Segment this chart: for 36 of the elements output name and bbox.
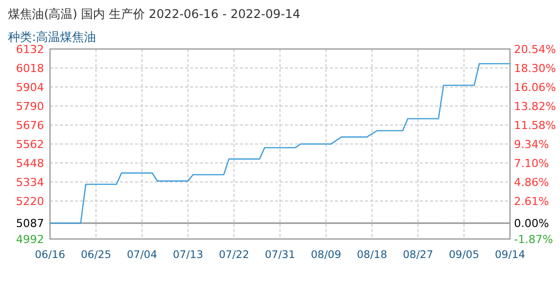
y-tick-label: 5790 [16,100,44,113]
x-tick-label: 06/16 [34,249,66,261]
x-tick-label: 07/04 [126,249,158,261]
y2-tick-label: 20.54% [514,43,556,56]
y-tick-label: 5220 [16,195,44,208]
y2-tick-label: 7.10% [514,156,549,170]
y2-tick-label: 18.30% [514,62,556,75]
chart-title: 煤焦油(高温) 国内 生产价 2022-06-16 - 2022-09-14 [8,7,300,21]
x-tick-label: 06/25 [80,249,112,261]
y-tick-label: 5334 [16,176,44,189]
y2-tick-label: 2.61% [514,195,549,208]
y-tick-label: 6018 [16,62,44,75]
x-tick-label: 07/22 [218,249,250,261]
y-tick-label: 6132 [16,43,44,56]
y-tick-label: 5448 [16,157,44,170]
y-tick-label: 5562 [16,138,44,151]
y-tick-label: 5904 [16,81,44,94]
x-tick-label: 09/05 [448,249,480,261]
y-tick-label: 5676 [16,119,44,132]
x-tick-label: 08/09 [310,249,342,261]
y2-tick-label: 9.34% [514,138,549,151]
y2-tick-label: 11.58% [514,118,556,132]
line-series [49,63,511,224]
x-tick-label: 08/18 [356,249,388,261]
y2-tick-label: 4.86% [514,176,549,189]
chart-subtitle: 种类:高温煤焦油 [8,30,96,44]
y2-tick-label: 13.82% [514,100,556,113]
x-tick-label: 08/27 [402,249,434,261]
x-tick-label: 07/13 [172,249,204,261]
y2-tick-label: 0.00% [514,217,549,230]
y2-tick-label: 16.06% [514,80,556,94]
x-tick-label: 07/31 [264,249,296,261]
y-tick-label: 4992 [16,233,44,246]
x-tick-label: 09/14 [494,249,526,261]
y-tick-label: 5087 [16,217,44,230]
y2-tick-label: -1.87% [514,233,553,246]
